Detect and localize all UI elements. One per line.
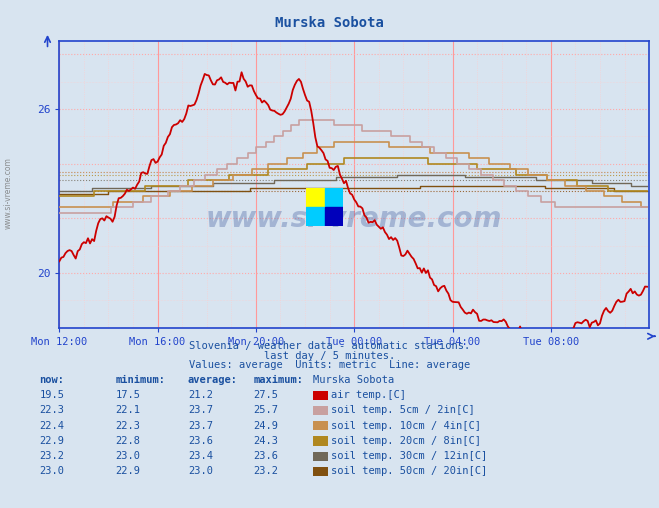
- Text: 22.9: 22.9: [115, 466, 140, 477]
- Text: soil temp. 10cm / 4in[C]: soil temp. 10cm / 4in[C]: [331, 421, 482, 431]
- Bar: [306, 188, 325, 207]
- Text: 23.0: 23.0: [40, 466, 65, 477]
- Text: www.si-vreme.com: www.si-vreme.com: [206, 205, 502, 233]
- Text: last day / 5 minutes.: last day / 5 minutes.: [264, 351, 395, 361]
- Text: soil temp. 5cm / 2in[C]: soil temp. 5cm / 2in[C]: [331, 405, 475, 416]
- Bar: [325, 188, 343, 207]
- Text: 22.3: 22.3: [40, 405, 65, 416]
- Text: 23.0: 23.0: [115, 451, 140, 461]
- Text: 23.4: 23.4: [188, 451, 213, 461]
- Text: 23.6: 23.6: [254, 451, 279, 461]
- Text: Murska Sobota: Murska Sobota: [313, 375, 394, 385]
- Text: soil temp. 50cm / 20in[C]: soil temp. 50cm / 20in[C]: [331, 466, 488, 477]
- Text: air temp.[C]: air temp.[C]: [331, 390, 407, 400]
- Text: now:: now:: [40, 375, 65, 385]
- Text: 22.9: 22.9: [40, 436, 65, 446]
- Text: 24.9: 24.9: [254, 421, 279, 431]
- Text: average:: average:: [188, 375, 238, 385]
- Text: 23.2: 23.2: [40, 451, 65, 461]
- Text: Murska Sobota: Murska Sobota: [275, 16, 384, 30]
- Text: 23.0: 23.0: [188, 466, 213, 477]
- Text: 23.7: 23.7: [188, 405, 213, 416]
- Bar: [306, 207, 325, 226]
- Text: www.si-vreme.com: www.si-vreme.com: [3, 157, 13, 229]
- Text: 22.8: 22.8: [115, 436, 140, 446]
- Text: 22.1: 22.1: [115, 405, 140, 416]
- Text: 17.5: 17.5: [115, 390, 140, 400]
- Text: 24.3: 24.3: [254, 436, 279, 446]
- Text: 19.5: 19.5: [40, 390, 65, 400]
- Text: soil temp. 30cm / 12in[C]: soil temp. 30cm / 12in[C]: [331, 451, 488, 461]
- Text: 23.7: 23.7: [188, 421, 213, 431]
- Text: 22.3: 22.3: [115, 421, 140, 431]
- Text: soil temp. 20cm / 8in[C]: soil temp. 20cm / 8in[C]: [331, 436, 482, 446]
- Text: Values: average  Units: metric  Line: average: Values: average Units: metric Line: aver…: [189, 360, 470, 370]
- Text: 21.2: 21.2: [188, 390, 213, 400]
- Text: Slovenia / weather data - automatic stations.: Slovenia / weather data - automatic stat…: [189, 341, 470, 352]
- Text: 25.7: 25.7: [254, 405, 279, 416]
- Text: 22.4: 22.4: [40, 421, 65, 431]
- Text: 23.6: 23.6: [188, 436, 213, 446]
- Text: minimum:: minimum:: [115, 375, 165, 385]
- Text: 23.2: 23.2: [254, 466, 279, 477]
- Text: 27.5: 27.5: [254, 390, 279, 400]
- Bar: [325, 207, 343, 226]
- Text: maximum:: maximum:: [254, 375, 304, 385]
